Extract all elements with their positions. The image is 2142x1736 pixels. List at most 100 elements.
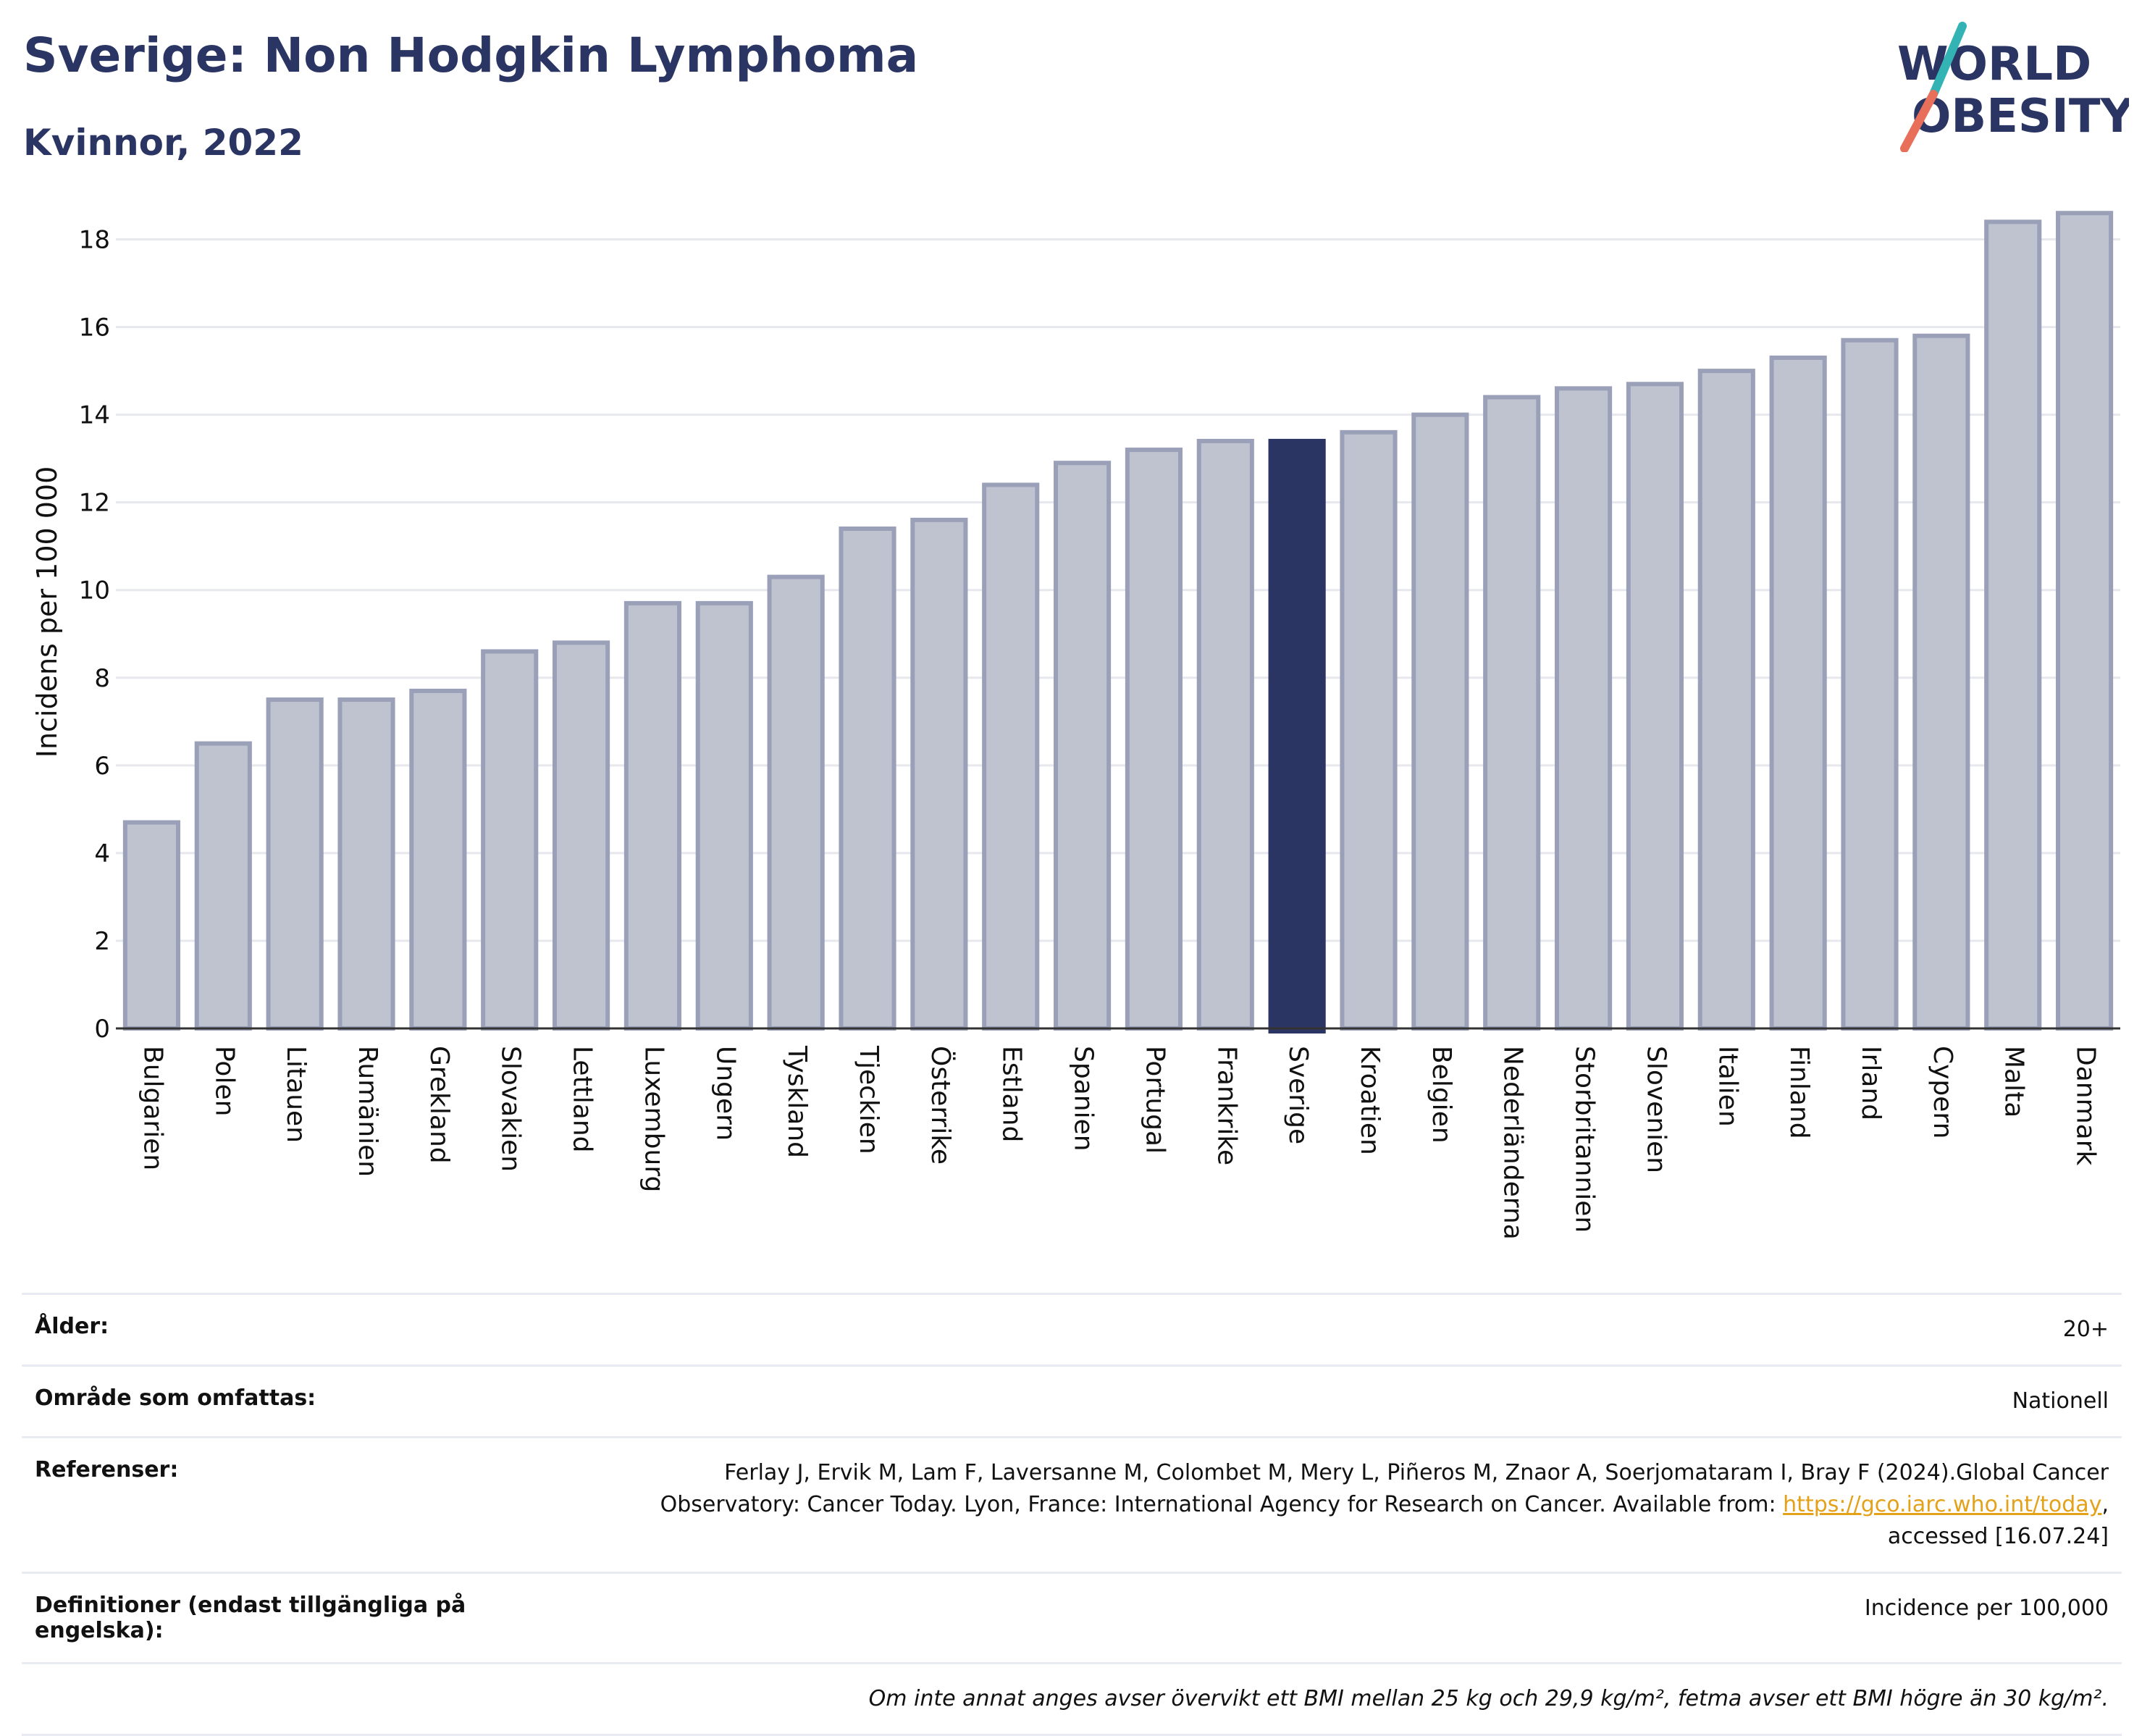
x-tick-label: Rumänien bbox=[353, 1046, 382, 1177]
x-tick-label: Spanien bbox=[1069, 1046, 1099, 1152]
bar-slovenien bbox=[1626, 382, 1684, 1031]
x-tick-label: Tyskland bbox=[782, 1045, 812, 1158]
logo-line1: WORLD bbox=[1897, 38, 2091, 91]
age-value: 20+ bbox=[2062, 1317, 2109, 1342]
chart-title: Sverige: Non Hodgkin Lymphoma bbox=[23, 28, 919, 83]
x-tick-label: Slovenien bbox=[1641, 1046, 1671, 1173]
info-row-area: Område som omfattas: Nationell bbox=[22, 1364, 2122, 1436]
bar-nederländerna bbox=[1483, 395, 1541, 1031]
bar-danmark bbox=[2055, 211, 2114, 1031]
references-link[interactable]: https://gco.iarc.who.int/today bbox=[1783, 1492, 2102, 1517]
info-row-references: Referenser: Ferlay J, Ervik M, Lam F, La… bbox=[22, 1436, 2122, 1572]
world-obesity-logo: WORLD OBESITY bbox=[1897, 22, 2129, 152]
logo-stroke-teal bbox=[1929, 22, 1967, 98]
x-axis-ticks: Bulgarien Polen Litauen Rumänien Grekland Slo… bbox=[138, 1045, 2100, 1240]
logo-line2: OBESITY bbox=[1912, 90, 2129, 143]
x-tick-label: Malta bbox=[1999, 1046, 2029, 1118]
area-label: Område som omfattas: bbox=[35, 1385, 316, 1411]
x-tick-label: Grekland bbox=[424, 1046, 454, 1164]
x-tick-label: Storbritannien bbox=[1570, 1046, 1600, 1233]
bar-kroatien bbox=[1340, 429, 1398, 1031]
bar-finland bbox=[1769, 355, 1827, 1031]
x-tick-label: Frankrike bbox=[1211, 1046, 1241, 1165]
bar-ungern bbox=[695, 600, 753, 1031]
references-text-3: , bbox=[2101, 1492, 2109, 1517]
bar-portugal bbox=[1125, 448, 1183, 1031]
x-tick-label: Ungern bbox=[710, 1046, 740, 1141]
references-label: Referenser: bbox=[35, 1457, 179, 1483]
references-text-4: accessed [16.07.24] bbox=[1887, 1524, 2109, 1549]
bar-storbritannien bbox=[1554, 386, 1613, 1031]
bar-lettland bbox=[552, 640, 610, 1031]
bar-chart: 0 2 4 6 8 10 12 14 16 18 Bulgarien Polen Litauen Rum… bbox=[31, 211, 2120, 1240]
bar-polen bbox=[194, 741, 252, 1031]
bar-malta bbox=[1984, 219, 2042, 1031]
bar-irland bbox=[1841, 337, 1899, 1031]
bar-slovakien bbox=[481, 649, 539, 1031]
definitions-label-line2: engelska): bbox=[35, 1618, 164, 1643]
info-row-age: Ålder: 20+ bbox=[22, 1293, 2122, 1364]
x-tick-label: Sverige bbox=[1283, 1046, 1313, 1144]
x-tick-label: Österrike bbox=[925, 1046, 956, 1165]
bar-cypern bbox=[1912, 333, 1970, 1031]
x-tick-label: Tjeckien bbox=[854, 1045, 883, 1154]
definitions-value: Incidence per 100,000 bbox=[1864, 1595, 2109, 1621]
y-tick-label: 8 bbox=[94, 664, 110, 693]
x-tick-label: Danmark bbox=[2071, 1046, 2101, 1166]
x-tick-label: Nederländerna bbox=[1498, 1046, 1528, 1240]
x-tick-label: Irland bbox=[1856, 1046, 1886, 1120]
references-text-2: Observatory: Cancer Today. Lyon, France:… bbox=[660, 1492, 1784, 1517]
y-tick-label: 16 bbox=[79, 314, 110, 343]
bar-litauen bbox=[266, 697, 324, 1031]
bar-estland bbox=[982, 482, 1040, 1031]
y-axis-label: Incidens per 100 000 bbox=[31, 466, 63, 758]
bar-frankrike bbox=[1196, 438, 1254, 1031]
bar-rumänien bbox=[337, 697, 395, 1031]
x-tick-label: Finland bbox=[1784, 1046, 1814, 1139]
x-tick-label: Luxemburg bbox=[639, 1046, 668, 1192]
y-tick-label: 6 bbox=[94, 752, 110, 781]
bar-grekland bbox=[409, 688, 467, 1031]
x-tick-label: Italien bbox=[1713, 1046, 1742, 1127]
x-tick-label: Bulgarien bbox=[138, 1046, 167, 1170]
bar-belgien bbox=[1411, 412, 1469, 1031]
y-tick-label: 10 bbox=[79, 576, 110, 605]
y-axis-ticks: 0 2 4 6 8 10 12 14 16 18 bbox=[79, 226, 110, 1044]
x-tick-label: Litauen bbox=[281, 1046, 311, 1143]
x-tick-label: Belgien bbox=[1427, 1046, 1456, 1144]
chart-subtitle: Kvinnor, 2022 bbox=[23, 122, 303, 164]
bmi-note: Om inte annat anges avser övervikt ett B… bbox=[868, 1686, 2109, 1711]
bar-tjeckien bbox=[839, 527, 896, 1031]
bars bbox=[122, 211, 2114, 1033]
bar-spanien bbox=[1053, 461, 1112, 1031]
area-value: Nationell bbox=[2012, 1388, 2109, 1414]
info-row-definitions: Definitioner (endast tillgängliga på eng… bbox=[22, 1572, 2122, 1662]
bar-bulgarien bbox=[122, 820, 181, 1031]
logo-stroke-coral bbox=[1900, 90, 1938, 152]
x-tick-label: Portugal bbox=[1140, 1046, 1169, 1154]
y-tick-label: 18 bbox=[79, 226, 110, 255]
x-tick-label: Kroatien bbox=[1355, 1046, 1385, 1155]
definitions-label-line1: Definitioner (endast tillgängliga på bbox=[35, 1593, 466, 1618]
y-tick-label: 14 bbox=[79, 401, 110, 430]
bar-österrike bbox=[910, 517, 968, 1031]
bar-sverige bbox=[1268, 438, 1326, 1033]
bar-italien bbox=[1697, 369, 1755, 1031]
x-tick-label: Cypern bbox=[1928, 1046, 1957, 1139]
bar-luxemburg bbox=[623, 600, 682, 1031]
x-tick-label: Slovakien bbox=[496, 1046, 526, 1172]
y-tick-label: 2 bbox=[94, 927, 110, 956]
y-tick-label: 12 bbox=[79, 489, 110, 518]
y-tick-label: 4 bbox=[94, 839, 110, 868]
x-tick-label: Lettland bbox=[568, 1046, 597, 1153]
info-table: Ålder: 20+ Område som omfattas: Nationel… bbox=[22, 1293, 2122, 1736]
x-tick-label: Polen bbox=[209, 1046, 239, 1116]
references-text-1: Ferlay J, Ervik M, Lam F, Laversanne M, … bbox=[724, 1460, 2109, 1485]
y-tick-label: 0 bbox=[94, 1015, 110, 1044]
definitions-label: Definitioner (endast tillgängliga på eng… bbox=[35, 1593, 505, 1643]
info-row-note: Om inte annat anges avser övervikt ett B… bbox=[22, 1662, 2122, 1736]
age-label: Ålder: bbox=[35, 1314, 109, 1339]
x-tick-label: Estland bbox=[997, 1046, 1027, 1142]
references-value: Ferlay J, Ervik M, Lam F, Laversanne M, … bbox=[660, 1457, 2109, 1553]
bar-tyskland bbox=[767, 574, 825, 1031]
